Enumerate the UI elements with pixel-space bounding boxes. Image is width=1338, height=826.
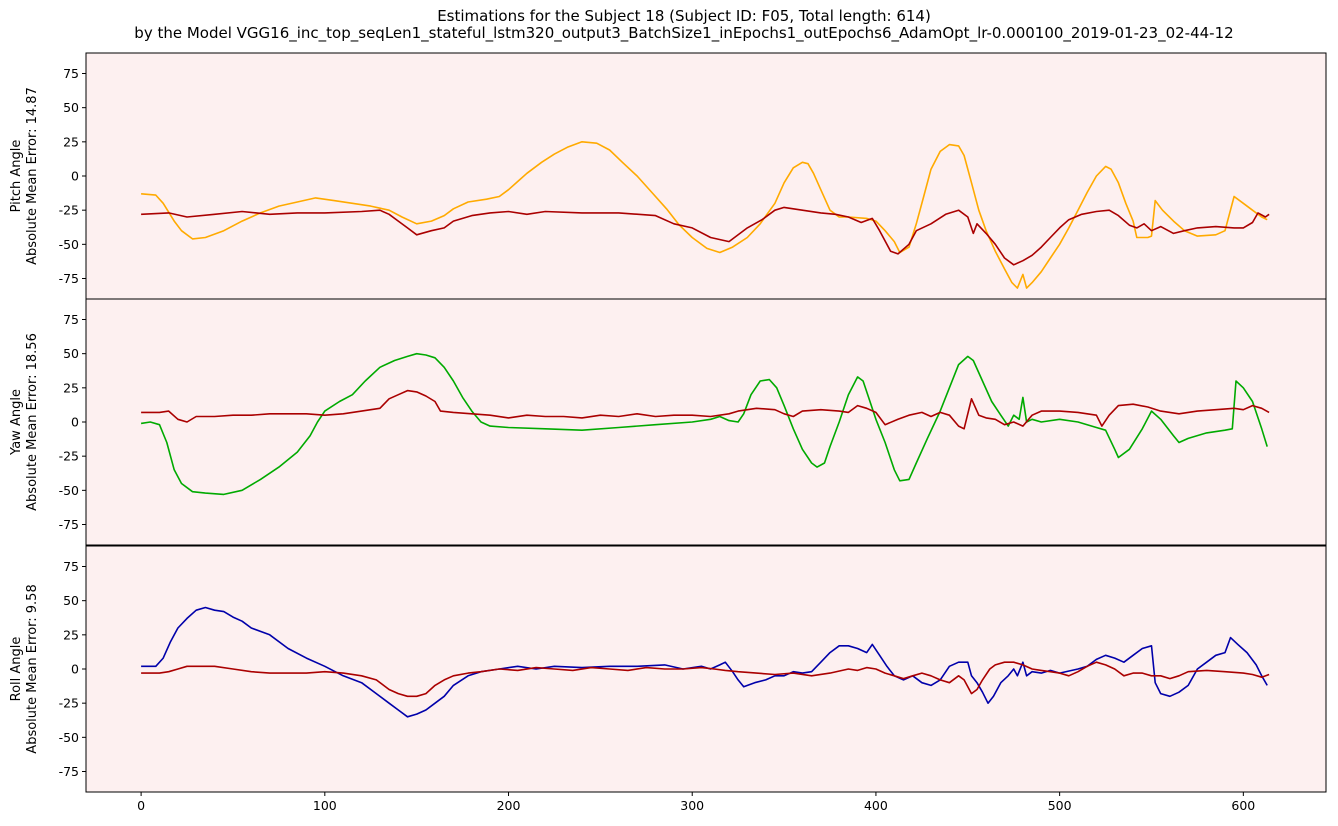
pitch-ylabel: Pitch AngleAbsolute Mean Error: 14.87: [9, 87, 40, 265]
yaw-ytick-label: 0: [71, 415, 79, 430]
roll-ytick-label: -50: [59, 730, 79, 745]
pitch-ytick-label: 75: [63, 66, 79, 81]
yaw-panel: 75 50 25 0 -25 -50 -75 Yaw AngleAbsolute Mean E…: [9, 298, 1327, 546]
roll-ylabel-line1: Roll Angle: [9, 637, 24, 702]
chart-title-line1: Estimations for the Subject 18 (Subject …: [437, 7, 931, 25]
roll-xtick-label: 0: [137, 798, 145, 813]
roll-xtick-label: 300: [680, 798, 704, 813]
chart-title-line2: by the Model VGG16_inc_top_seqLen1_state…: [134, 24, 1233, 43]
roll-xtick-label: 400: [864, 798, 888, 813]
roll-xtick-label: 200: [497, 798, 521, 813]
yaw-ytick-label: -50: [59, 483, 79, 498]
pitch-plot-area: [86, 53, 1326, 299]
roll-ylabel: Roll AngleAbsolute Mean Error: 9.58: [9, 584, 40, 753]
yaw-ylabel-line2: Absolute Mean Error: 18.56: [25, 333, 40, 511]
roll-ytick-label: 75: [63, 559, 79, 574]
yaw-plot-area: [86, 299, 1326, 545]
yaw-ground-truth-line: [140, 352, 1268, 496]
roll-frame: [85, 545, 1327, 793]
roll-ytick-label: 0: [71, 662, 79, 677]
yaw-ytick-label: -75: [59, 517, 79, 532]
pitch-panel: 75 50 25 0 -25 -50 -75 Pitch AngleAbsolute Mean…: [9, 52, 1327, 300]
pitch-ytick-label: 50: [63, 100, 79, 115]
roll-ytick-label: -25: [59, 696, 79, 711]
pitch-ytick-label: 25: [63, 134, 79, 149]
roll-panel: 75 50 25 0 -25 -50 -75 0 100 200 300 400 500 600 Roll …: [9, 545, 1327, 813]
yaw-frame: [85, 298, 1327, 546]
roll-xtick-label: 600: [1231, 798, 1255, 813]
roll-xtick-label: 500: [1048, 798, 1072, 813]
yaw-ytick-label: -25: [59, 449, 79, 464]
roll-ylabel-line2: Absolute Mean Error: 9.58: [25, 584, 40, 753]
pitch-ylabel-line1: Pitch Angle: [9, 140, 24, 213]
roll-ytick-label: 50: [63, 593, 79, 608]
roll-estimation-line: [141, 661, 1270, 698]
pitch-ytick-label: -75: [59, 271, 79, 286]
pitch-estimation-line: [141, 206, 1270, 266]
yaw-ylabel-line1: Yaw Angle: [9, 389, 24, 456]
yaw-ytick-label: 50: [63, 346, 79, 361]
yaw-ytick-label: 25: [63, 380, 79, 395]
pitch-ytick-label: 0: [71, 169, 79, 184]
pitch-ground-truth-line: [141, 141, 1268, 289]
yaw-estimation-line: [141, 389, 1270, 430]
pitch-ytick-label: -25: [59, 203, 79, 218]
roll-ytick-label: 25: [63, 627, 79, 642]
roll-ytick-label: -75: [59, 764, 79, 779]
yaw-ylabel: Yaw AngleAbsolute Mean Error: 18.56: [9, 333, 40, 511]
roll-ground-truth-line: [141, 606, 1268, 718]
pitch-ytick-label: -50: [59, 237, 79, 252]
roll-plot-area: [86, 546, 1326, 792]
yaw-ytick-label: 75: [63, 312, 79, 327]
pitch-ylabel-line2: Absolute Mean Error: 14.87: [25, 87, 40, 265]
roll-xtick-label: 100: [313, 798, 337, 813]
